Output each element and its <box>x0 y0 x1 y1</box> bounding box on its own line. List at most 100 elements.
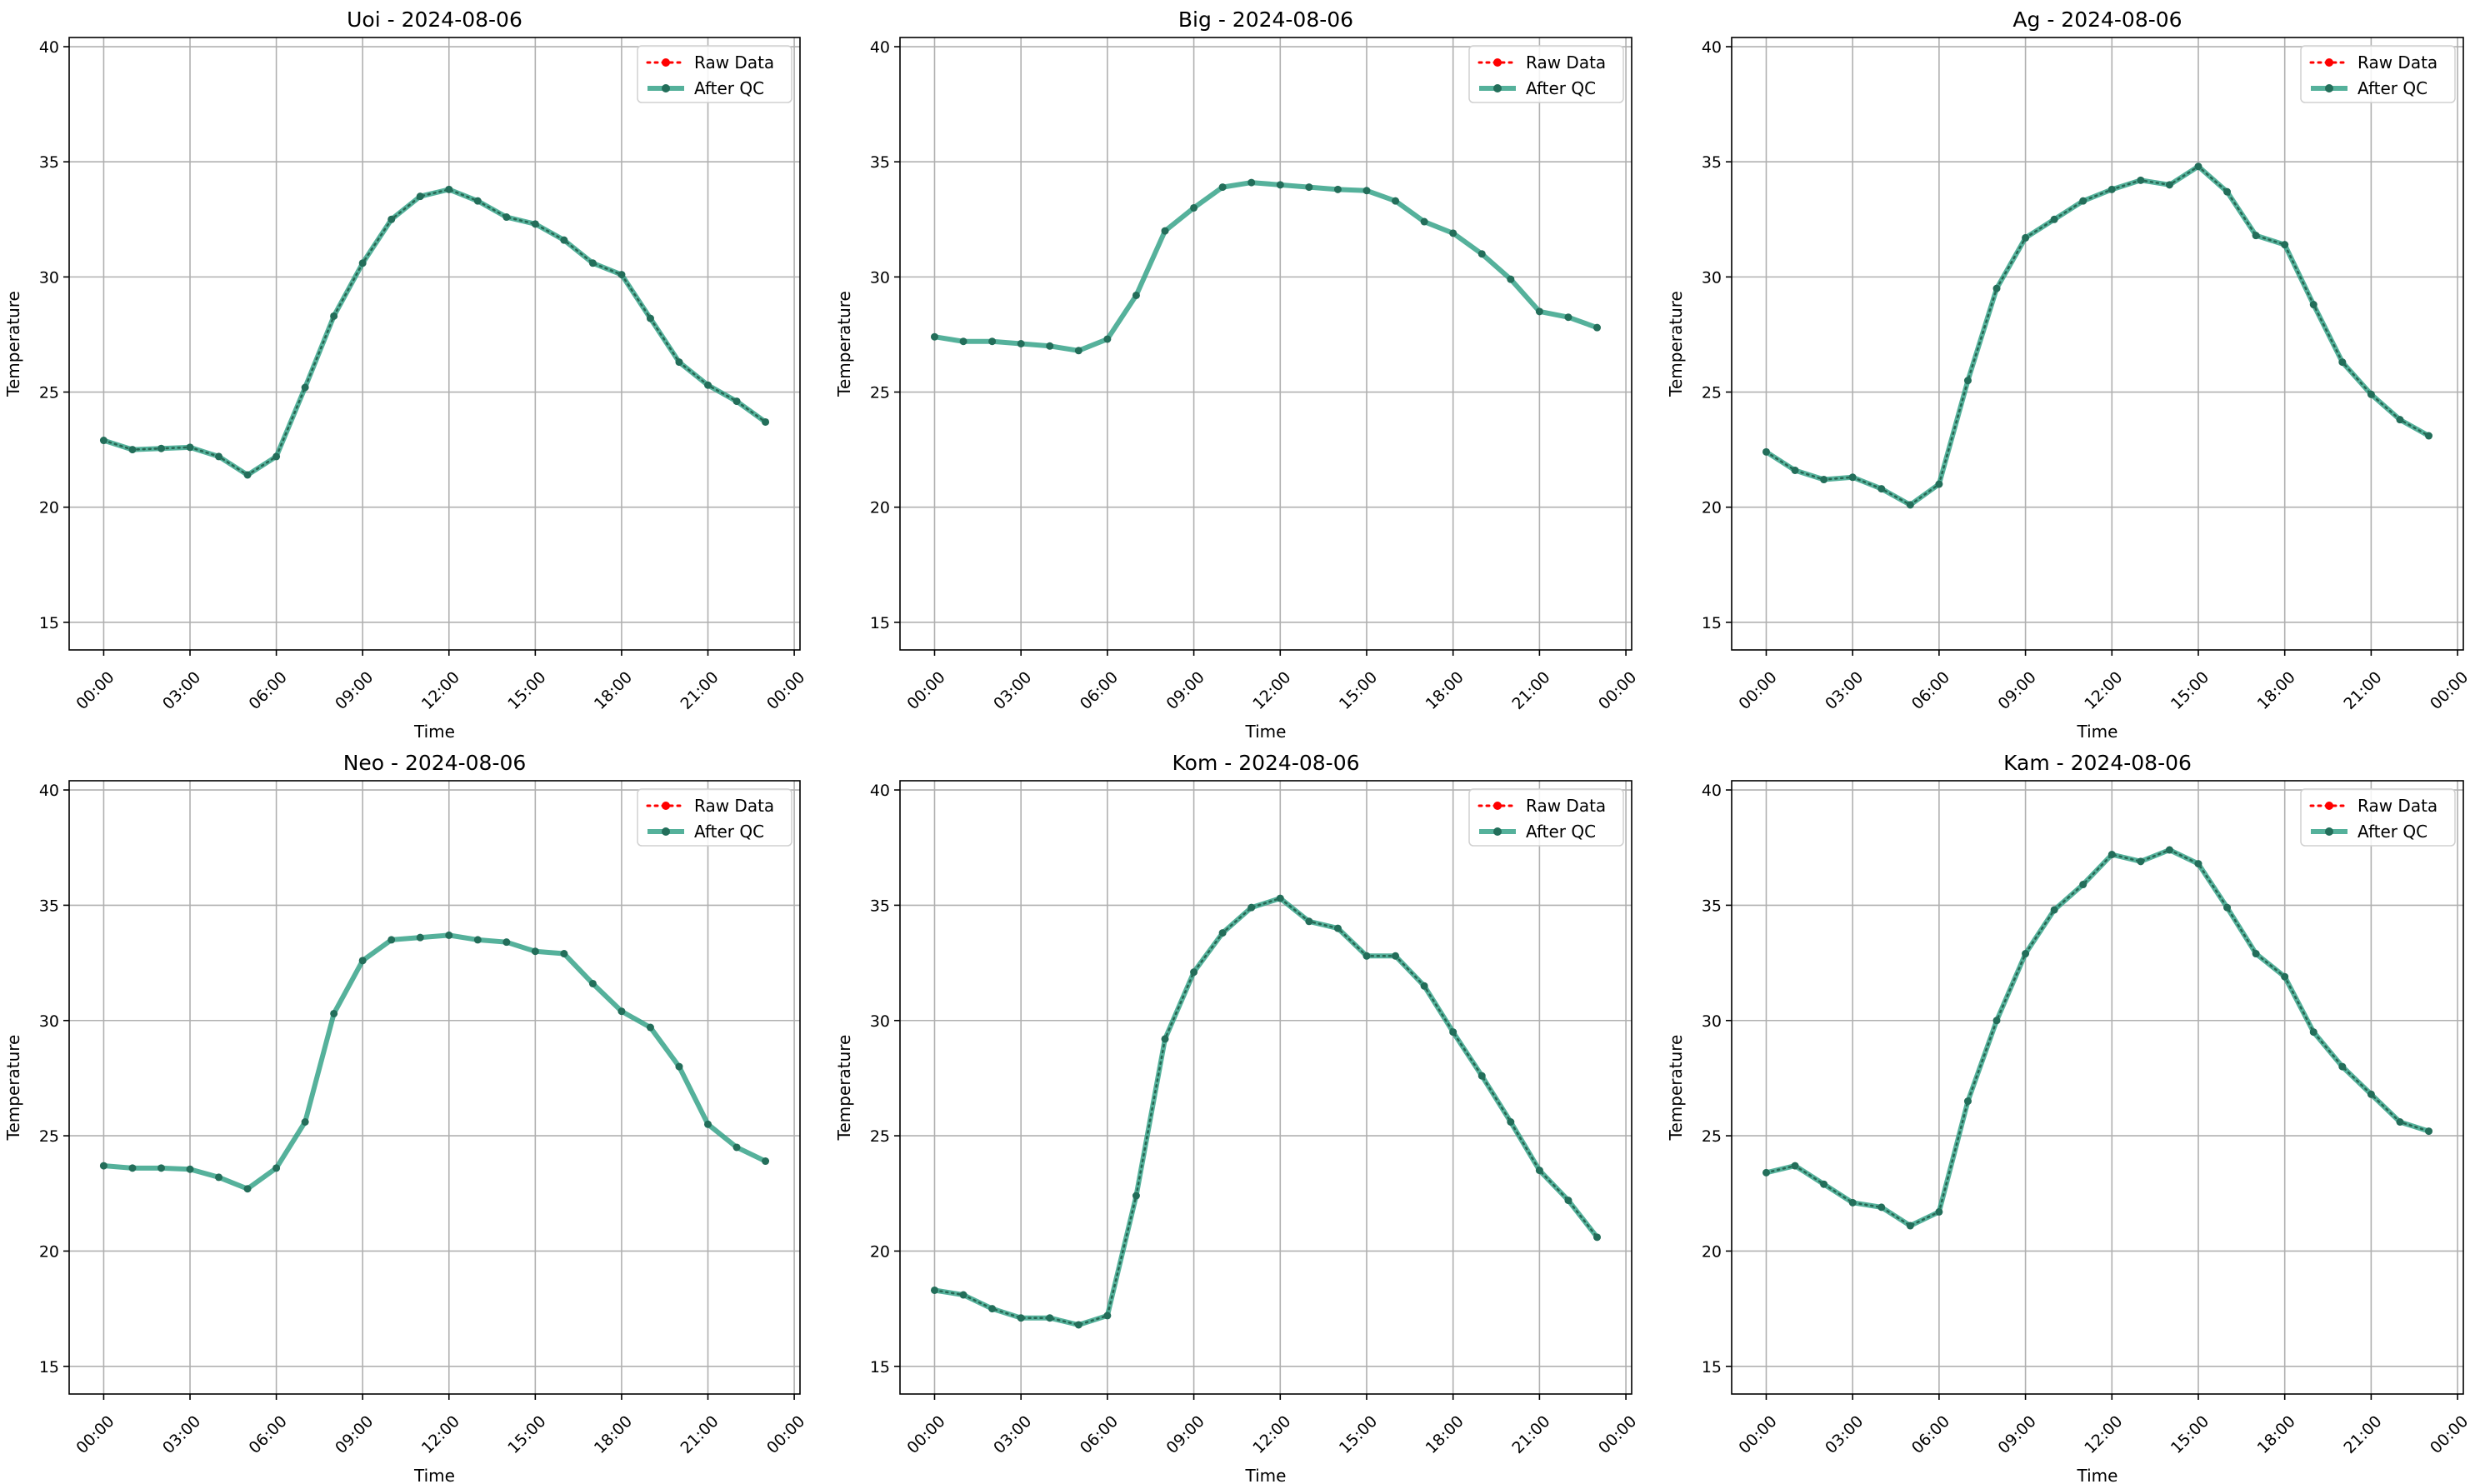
y-tick-label: 30 <box>870 1012 890 1031</box>
y-tick-label: 20 <box>870 499 890 517</box>
data-point-after-qc <box>1564 313 1572 322</box>
data-point-after-qc <box>2252 950 2260 958</box>
data-point-after-qc <box>2425 1127 2433 1136</box>
data-point-after-qc <box>2050 906 2058 914</box>
legend-marker-raw-data <box>1493 58 1502 67</box>
x-tick-label: 09:00 <box>1995 1412 2040 1457</box>
legend-label-raw-data: Raw Data <box>694 796 774 816</box>
x-axis-label: Time <box>413 1466 455 1484</box>
x-tick-label: 00:00 <box>72 1412 118 1457</box>
data-point-after-qc <box>1878 485 1886 493</box>
x-tick-label: 06:00 <box>1908 1412 1953 1457</box>
y-tick-label: 20 <box>39 499 59 517</box>
data-point-after-qc <box>1906 1222 1914 1230</box>
legend-marker-after-qc <box>662 84 670 92</box>
data-point-after-qc <box>704 381 712 389</box>
data-point-after-qc <box>2309 301 2318 309</box>
data-point-after-qc <box>128 446 137 454</box>
x-tick-label: 09:00 <box>1163 668 1208 713</box>
data-point-after-qc <box>2367 390 2375 398</box>
data-point-after-qc <box>157 1164 165 1172</box>
data-point-after-qc <box>1507 275 1515 283</box>
data-point-after-qc <box>502 938 511 947</box>
data-point-after-qc <box>588 259 597 267</box>
legend-label-raw-data: Raw Data <box>1526 52 1606 72</box>
data-point-after-qc <box>330 1009 338 1017</box>
legend-marker-raw-data <box>2325 58 2333 67</box>
y-tick-label: 35 <box>39 153 59 172</box>
data-point-after-qc <box>762 1157 770 1166</box>
data-point-after-qc <box>243 471 252 479</box>
data-point-after-qc <box>2338 1062 2347 1071</box>
data-point-after-qc <box>930 1286 938 1294</box>
data-point-after-qc <box>1333 924 1342 932</box>
x-tick-label: 21:00 <box>677 1412 722 1457</box>
data-point-after-qc <box>1449 229 1458 237</box>
data-point-after-qc <box>531 220 539 228</box>
x-tick-label: 12:00 <box>1249 668 1294 713</box>
legend-label-after-qc: After QC <box>2358 822 2428 842</box>
legend-label-raw-data: Raw Data <box>2358 52 2438 72</box>
data-point-after-qc <box>1362 952 1371 960</box>
data-point-after-qc <box>959 337 968 346</box>
y-tick-label: 20 <box>1702 499 1722 517</box>
y-tick-label: 15 <box>39 1358 59 1377</box>
data-point-after-qc <box>1820 476 1828 484</box>
data-point-after-qc <box>588 979 597 987</box>
legend-label-after-qc: After QC <box>1526 822 1596 842</box>
x-tick-label: 18:00 <box>591 1412 636 1457</box>
axes-frame <box>68 780 801 1395</box>
data-point-after-qc <box>157 444 165 452</box>
data-point-after-qc <box>1132 291 1140 299</box>
data-point-after-qc <box>1218 183 1227 192</box>
x-tick-label: 00:00 <box>1595 668 1640 713</box>
data-point-after-qc <box>1593 1233 1602 1242</box>
data-point-after-qc <box>388 936 396 944</box>
legend: Raw Data After QC <box>2300 788 2456 847</box>
data-point-after-qc <box>1161 1035 1169 1043</box>
data-point-after-qc <box>2252 232 2260 240</box>
data-point-after-qc <box>2022 950 2030 958</box>
data-point-after-qc <box>1333 185 1342 193</box>
legend-marker-raw-data <box>662 802 670 810</box>
data-point-after-qc <box>358 259 367 267</box>
data-point-after-qc <box>1103 335 1112 343</box>
data-point-after-qc <box>1478 250 1486 258</box>
x-axis-label: Time <box>2077 1466 2118 1484</box>
data-point-after-qc <box>1963 1097 1972 1106</box>
y-tick-label: 20 <box>1702 1242 1722 1261</box>
y-tick-label: 40 <box>39 782 59 800</box>
x-tick-label: 00:00 <box>1735 1412 1780 1457</box>
x-tick-label: 06:00 <box>1077 668 1122 713</box>
y-tick-label: 30 <box>1702 1012 1722 1031</box>
y-tick-label: 25 <box>870 384 890 402</box>
x-tick-label: 15:00 <box>504 668 549 713</box>
data-point-after-qc <box>1478 1072 1486 1080</box>
y-tick-label: 35 <box>39 897 59 915</box>
data-point-after-qc <box>2223 903 2232 912</box>
x-tick-label: 12:00 <box>2081 1412 2126 1457</box>
x-tick-label: 00:00 <box>2427 1412 2472 1457</box>
x-tick-label: 18:00 <box>2254 1412 2299 1457</box>
x-tick-label: 00:00 <box>2427 668 2472 713</box>
y-tick-label: 30 <box>870 268 890 287</box>
legend-marker-raw-data <box>1493 802 1502 810</box>
x-tick-label: 03:00 <box>1822 1412 1867 1457</box>
legend: Raw Data After QC <box>637 45 792 103</box>
data-point-after-qc <box>2281 241 2289 249</box>
data-point-after-qc <box>99 437 108 445</box>
data-point-after-qc <box>732 397 741 406</box>
y-tick-label: 20 <box>39 1242 59 1261</box>
x-axis-label: Time <box>2077 722 2118 742</box>
x-tick-label: 12:00 <box>1249 1412 1294 1457</box>
data-point-after-qc <box>1535 1167 1543 1175</box>
data-point-after-qc <box>2137 176 2145 184</box>
axes-frame <box>899 37 1632 651</box>
y-tick-label: 40 <box>870 782 890 800</box>
x-tick-label: 12:00 <box>418 668 463 713</box>
x-tick-label: 21:00 <box>677 668 722 713</box>
data-point-after-qc <box>531 947 539 956</box>
legend-marker-after-qc <box>1493 827 1502 836</box>
y-axis-label: Temperature <box>1666 291 1686 397</box>
data-point-after-qc <box>1906 501 1914 509</box>
